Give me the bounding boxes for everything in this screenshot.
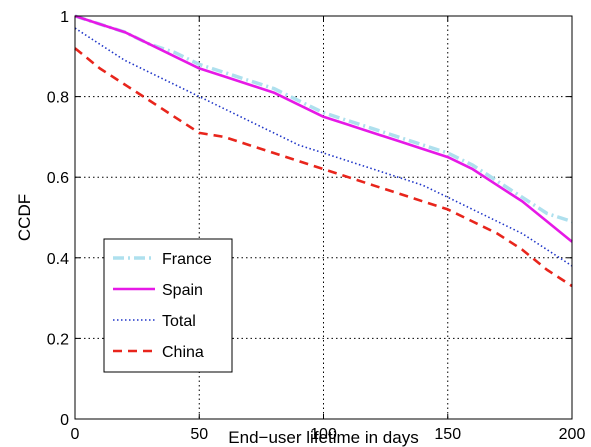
series-line-china: [74, 47, 573, 288]
y-tick-label: 0.6: [47, 170, 69, 187]
series-line-total: [74, 27, 573, 267]
x-axis-label: End−user lifetime in days: [228, 428, 418, 447]
x-tick-label: 0: [71, 426, 80, 443]
legend-box: [103, 238, 233, 373]
y-tick-label: 1: [60, 9, 69, 26]
axis-ticks: 0 50 100 150 200 0 0.2 0.4 0.6 0.8 1: [47, 9, 586, 443]
series-line-france: [74, 14, 573, 224]
x-tick-label: 100: [310, 426, 337, 443]
y-axis-label: CCDF: [15, 194, 34, 241]
legend: France Spain Total China: [103, 238, 233, 373]
x-tick-label: 150: [434, 426, 461, 443]
legend-label-france: France: [162, 251, 212, 268]
legend-label-china: China: [162, 344, 204, 361]
series-line-spain: [74, 14, 573, 243]
y-tick-label: 0.4: [47, 251, 69, 268]
series-lines: [74, 14, 573, 288]
x-tick-label: 50: [190, 426, 208, 443]
legend-label-total: Total: [162, 313, 196, 330]
y-tick-label: 0.8: [47, 90, 69, 107]
x-tick-label: 200: [559, 426, 586, 443]
y-tick-label: 0.2: [47, 331, 69, 348]
legend-label-spain: Spain: [162, 282, 203, 299]
y-tick-label: 0: [60, 412, 69, 429]
